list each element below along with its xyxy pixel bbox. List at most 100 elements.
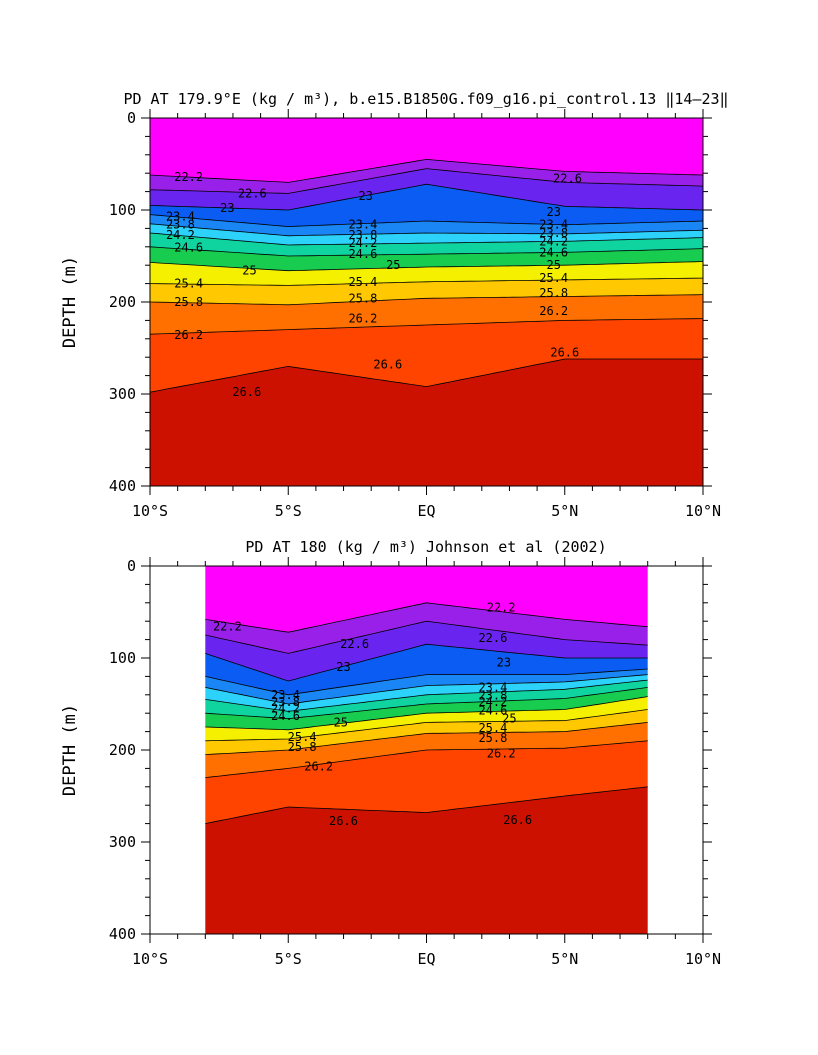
y-tick-label: 200 [109, 741, 136, 759]
contour-label: 26.6 [232, 385, 261, 399]
contour-label: 26.2 [174, 328, 203, 342]
isopycnal-26_2 [150, 318, 703, 335]
density-band-7 [205, 687, 648, 730]
contour-label: 23.8 [478, 689, 507, 703]
observation-section-panel: PD AT 180 (kg / m³) Johnson et al (2002)… [60, 538, 721, 968]
x-tick-label: 10°N [685, 502, 721, 520]
contour-label: 25.8 [288, 740, 317, 754]
contour-label: 24.6 [174, 241, 203, 255]
isopycnal-22_6 [150, 168, 703, 194]
contour-label: 26.6 [373, 358, 402, 372]
contour-label: 25.4 [478, 721, 507, 735]
isopycnal-25_8 [150, 294, 703, 306]
density-band-11 [150, 318, 703, 393]
contour-label: 23.4 [348, 218, 377, 232]
isopycnal-22_2 [150, 158, 703, 183]
contour-label: 24.6 [539, 245, 568, 259]
contour-label: 23 [336, 660, 350, 674]
contour-label: 24.6 [348, 247, 377, 261]
contour-label: 22.6 [478, 631, 507, 645]
density-band-6 [205, 680, 648, 719]
contour-label: 23 [358, 189, 372, 203]
color-field: 22.222.62323.423.824.224.62525.425.826.2… [150, 118, 703, 486]
ticks: 10°S 5°S EQ 5°N 10°N 0 100 200 300 400 [109, 109, 721, 520]
density-band-11 [205, 740, 648, 824]
isopycnal-23_8 [205, 674, 648, 705]
contour-label: 23.4 [478, 680, 507, 694]
isopycnal-24_6 [150, 246, 703, 257]
x-tick-label: 5°S [275, 950, 302, 968]
y-tick-label: 300 [109, 385, 136, 403]
x-tick-label: 10°S [132, 950, 168, 968]
y-tick-label: 100 [109, 649, 136, 667]
isopycnal-22_2 [205, 602, 648, 633]
isopycnal-23_4 [150, 214, 703, 228]
isopycnal-26_2 [205, 740, 648, 778]
contour-label: 26.2 [539, 304, 568, 318]
y-tick-label: 0 [127, 109, 136, 127]
y-tick-label: 0 [127, 557, 136, 575]
density-band-5 [205, 674, 648, 712]
contour-label: 23 [497, 656, 511, 670]
x-tick-label: 10°S [132, 502, 168, 520]
y-axis-label: DEPTH (m) [60, 704, 80, 796]
density-band-12 [205, 786, 648, 934]
isopycnal-24_2 [205, 679, 648, 712]
contour-label: 25 [546, 258, 560, 272]
contour-label: 25.4 [539, 271, 568, 285]
x-tick-label: EQ [417, 950, 435, 968]
contour-label: 25.8 [174, 295, 203, 309]
contour-label: 22.6 [340, 637, 369, 651]
contour-label: 24.6 [271, 709, 300, 723]
contour-label: 26.6 [503, 813, 532, 827]
contour-label: 24.2 [166, 228, 195, 242]
isopycnal-24_2 [150, 232, 703, 246]
contour-label: 23.8 [539, 226, 568, 240]
y-tick-label: 300 [109, 833, 136, 851]
isopycnal-23 [150, 183, 703, 211]
x-tick-label: 5°N [551, 950, 578, 968]
density-band-9 [205, 709, 648, 755]
x-tick-label: 5°N [551, 502, 578, 520]
contour-label: 24.2 [478, 695, 507, 709]
isopycnal-25_4 [150, 277, 703, 286]
contour-label: 23 [546, 205, 560, 219]
isopycnal-25_8 [205, 722, 648, 755]
x-tick-label: EQ [417, 502, 435, 520]
contour-label: 23 [220, 201, 234, 215]
density-band-10 [150, 294, 703, 335]
isopycnal-26_6 [205, 786, 648, 824]
panel-title: PD AT 179.9°E (kg / m³), b.e15.B1850G.f0… [123, 90, 728, 108]
density-band-8 [150, 261, 703, 286]
density-band-4 [150, 214, 703, 236]
density-band-4 [205, 669, 648, 704]
contour-label: 25 [502, 712, 516, 726]
isopycnal-23_4 [205, 668, 648, 696]
density-band-2 [150, 168, 703, 210]
contour-label: 26.6 [550, 346, 579, 360]
isopycnal-25 [205, 696, 648, 731]
contour-label: 26.2 [304, 760, 333, 774]
density-band-12 [150, 359, 703, 486]
density-band-1 [150, 159, 703, 194]
contour-label: 25.8 [478, 731, 507, 745]
density-band-3 [205, 644, 648, 695]
y-axis: DEPTH (m) [60, 256, 80, 348]
contour-label: 24.2 [348, 236, 377, 250]
contour-label: 22.6 [553, 172, 582, 186]
contour-label: 23.8 [348, 228, 377, 242]
y-tick-label: 400 [109, 477, 136, 495]
contour-label: 23.8 [166, 218, 195, 232]
y-tick-label: 400 [109, 925, 136, 943]
contour-label: 25 [334, 715, 348, 729]
density-band-6 [150, 233, 703, 256]
contour-label: 22.2 [487, 600, 516, 614]
isopycnal-25_4 [205, 709, 648, 742]
contour-label: 24.2 [271, 702, 300, 716]
density-band-3 [150, 184, 703, 227]
contour-label: 26.6 [329, 814, 358, 828]
contour-label: 25.8 [348, 291, 377, 305]
x-tick-label: 10°N [685, 950, 721, 968]
